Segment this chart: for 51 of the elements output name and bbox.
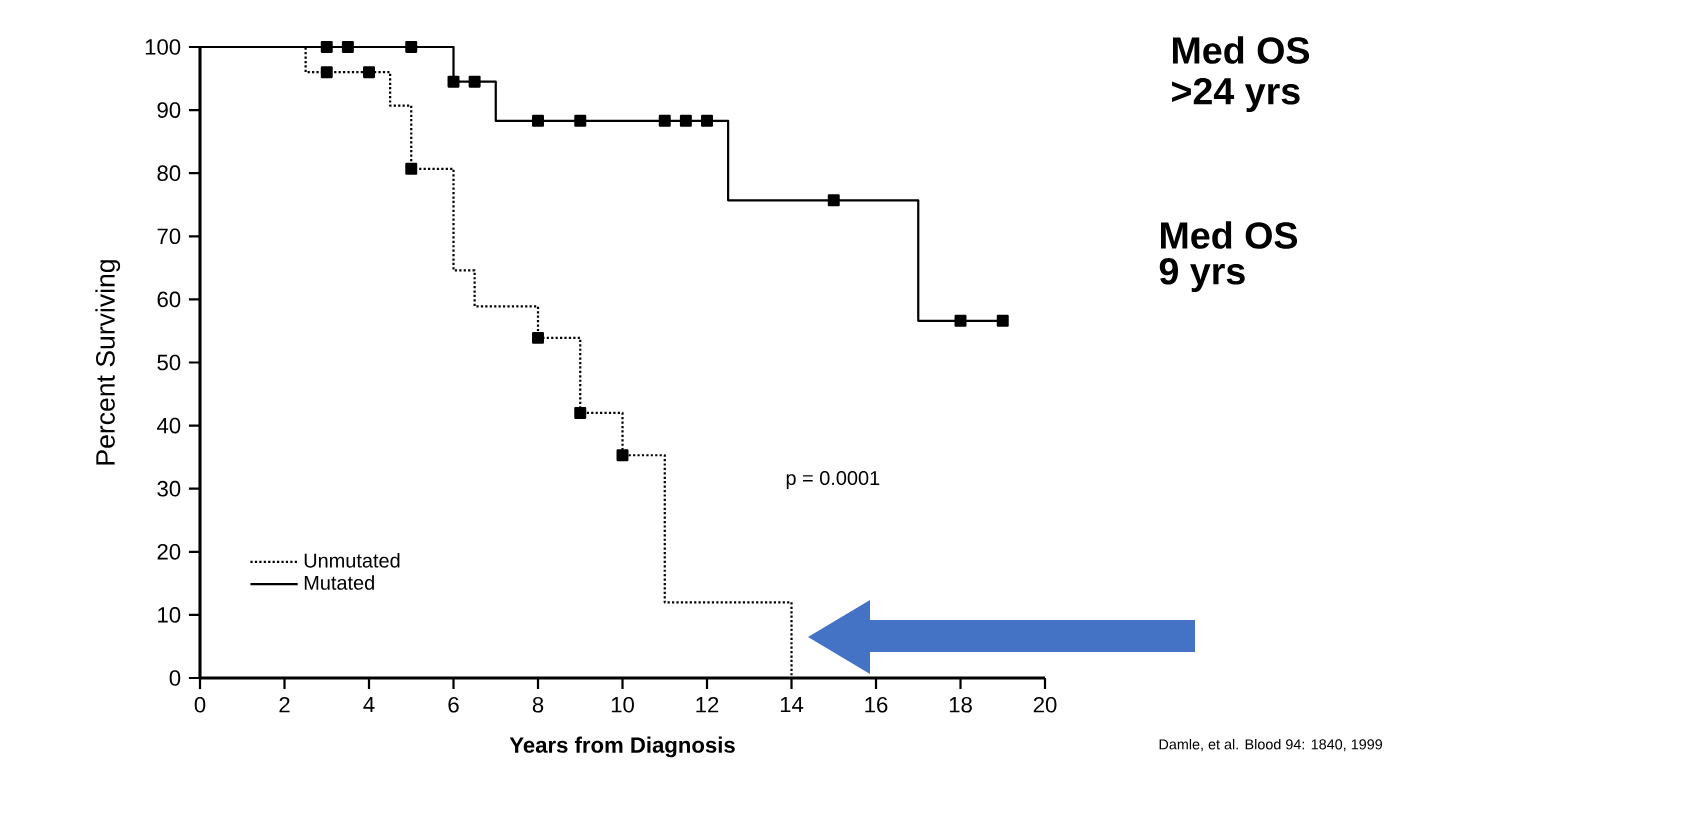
y-tick-label: 70 — [157, 228, 181, 245]
x-axis-title: Years from Diagnosis — [509, 736, 735, 758]
y-tick-label: 30 — [157, 480, 181, 497]
text: 9 yrs — [1159, 257, 1245, 293]
point — [532, 114, 544, 127]
point — [468, 75, 481, 88]
y-tick-label: 40 — [157, 417, 181, 434]
point — [405, 162, 418, 175]
y-tick-label: 60 — [157, 291, 181, 308]
point — [363, 66, 375, 79]
annotation: p = 0.0001 — [786, 470, 880, 490]
point — [954, 314, 967, 327]
y-tick-label: 100 — [145, 39, 181, 55]
point — [574, 407, 587, 419]
point — [320, 41, 333, 53]
point — [341, 41, 354, 53]
y-tick-label: 10 — [158, 607, 181, 623]
point — [701, 114, 713, 127]
text: >24 yrs — [1172, 77, 1300, 113]
x-tick-label: 8 — [532, 696, 544, 713]
x-tick-label: 0 — [194, 696, 206, 713]
point — [447, 75, 460, 88]
point — [679, 114, 692, 127]
y-tick-label: 90 — [157, 102, 181, 118]
x-tick-label: 14 — [780, 696, 804, 713]
y-tick-label: 20 — [157, 543, 181, 560]
y-tick-label: 0 — [169, 670, 181, 686]
x-tick-label: 16 — [865, 696, 888, 713]
point — [574, 114, 587, 127]
x-tick-label: 10 — [611, 696, 634, 713]
text: Med OS — [1160, 221, 1298, 249]
x-tick-label: 20 — [1033, 696, 1057, 713]
point — [996, 314, 1009, 327]
y-tick-label: 80 — [157, 165, 181, 182]
point — [320, 66, 333, 79]
y-tick-label: 50 — [157, 354, 181, 371]
point — [405, 41, 418, 53]
legend-label: Unmutated — [304, 553, 400, 568]
point — [616, 449, 629, 462]
x-tick-label: 12 — [696, 696, 719, 713]
x-tick-label: 4 — [363, 696, 375, 713]
point — [532, 331, 544, 344]
legend-label: Mutated — [304, 575, 374, 590]
x-tick-label: 6 — [448, 696, 459, 713]
point — [827, 194, 840, 207]
x-tick-label: 2 — [279, 696, 290, 713]
text: Damle, et al. Blood 94: 1840, 1999 — [1159, 738, 1383, 752]
y-axis-title: Percent Surviving — [95, 260, 121, 465]
x-tick-label: 18 — [949, 696, 972, 713]
text: Med OS — [1172, 36, 1310, 64]
point — [658, 114, 671, 127]
